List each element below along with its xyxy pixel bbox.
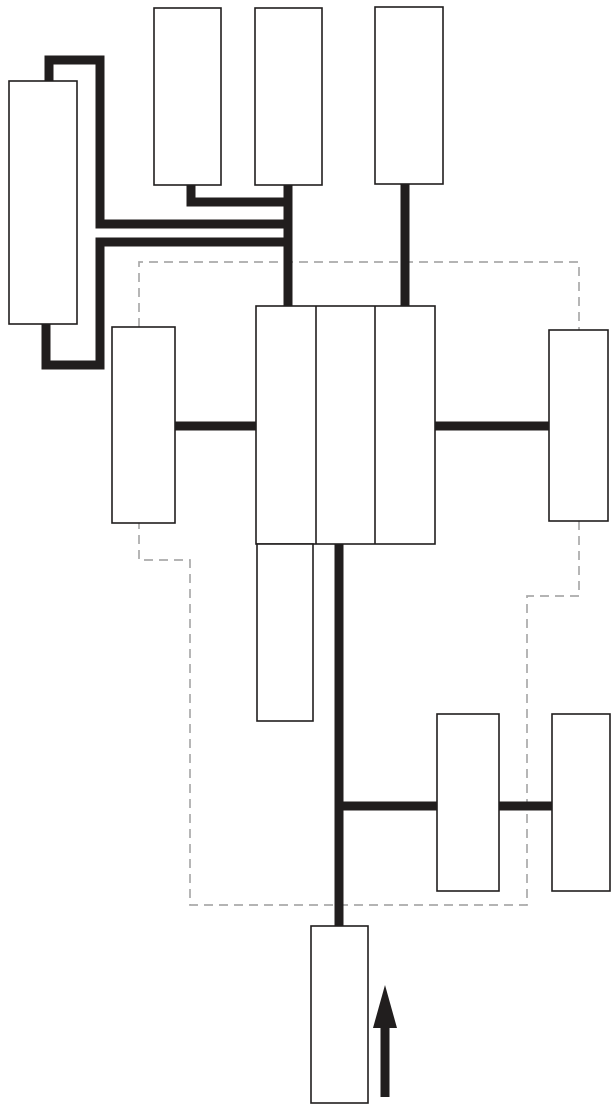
- bottom-right-box-a: [436, 713, 500, 892]
- sub-box: [256, 543, 314, 722]
- flow-direction-up-arrow-icon: [373, 985, 397, 1028]
- mid-right-box: [548, 329, 609, 522]
- mid-left-box: [111, 326, 176, 524]
- boundary-upper: [138, 261, 580, 330]
- tall-left-box: [8, 80, 78, 325]
- left-box-bottom-feeder: [41, 237, 292, 370]
- top-box-c: [374, 6, 444, 185]
- central-block: [255, 305, 436, 545]
- boundary-lower: [138, 521, 580, 906]
- left-box-top-feeder: [44, 55, 292, 229]
- top-box-a: [153, 7, 222, 186]
- top-box-a-feeder: [186, 182, 292, 207]
- bottom-right-box-b: [551, 713, 611, 892]
- bottom-entry-box: [310, 925, 369, 1104]
- top-box-b: [254, 7, 323, 186]
